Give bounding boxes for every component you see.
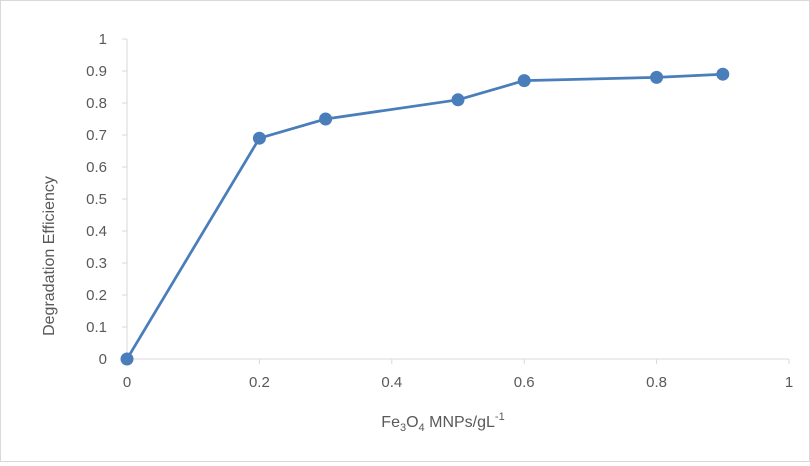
x-tick-label: 0.4	[381, 374, 402, 391]
x-tick-label: 0.8	[646, 374, 667, 391]
y-tick-label: 0.4	[86, 223, 107, 240]
x-tick-label: 1	[785, 374, 793, 391]
plot-area: 0 0.1 0.2 0.3 0.4 0.5 0.6 0.7 0.8 0.9 1 0 0.2 0.4 0.6 0…	[86, 31, 793, 391]
y-tick-label: 0.7	[86, 127, 107, 144]
x-tick-label: 0.2	[249, 374, 270, 391]
x-axis-label-sub-4: 4	[419, 422, 425, 434]
data-point	[650, 70, 664, 84]
x-tick-label: 0.6	[514, 374, 535, 391]
data-point	[716, 67, 730, 81]
series-line	[125, 72, 723, 360]
data-point	[517, 74, 531, 88]
x-axis-label-sup: -1	[495, 411, 505, 423]
y-tick-label: 1	[99, 31, 107, 48]
data-point	[319, 112, 333, 126]
x-axis-label-o: O	[406, 414, 418, 431]
x-axis-label: Fe3O4 MNPs/gL-1	[381, 411, 504, 434]
y-axis-label: Degradation Efficiency	[41, 176, 58, 336]
y-tick-label: 0	[99, 351, 107, 368]
data-point	[451, 93, 465, 107]
data-point	[120, 352, 134, 366]
y-tick-label: 0.3	[86, 255, 107, 272]
y-tick-label: 0.2	[86, 287, 107, 304]
data-point	[252, 131, 266, 145]
y-tick-label: 0.5	[86, 191, 107, 208]
y-tick-label: 0.8	[86, 95, 107, 112]
x-axis-label-unit: MNPs/gL	[425, 414, 495, 431]
y-tick-label: 0.6	[86, 159, 107, 176]
y-tick-label: 0.9	[86, 63, 107, 80]
y-tick-label: 0.1	[86, 319, 107, 336]
x-axis-label-fe: Fe	[381, 414, 400, 431]
x-tick-label: 0	[123, 374, 131, 391]
x-axis-label-sub-3: 3	[400, 422, 406, 434]
